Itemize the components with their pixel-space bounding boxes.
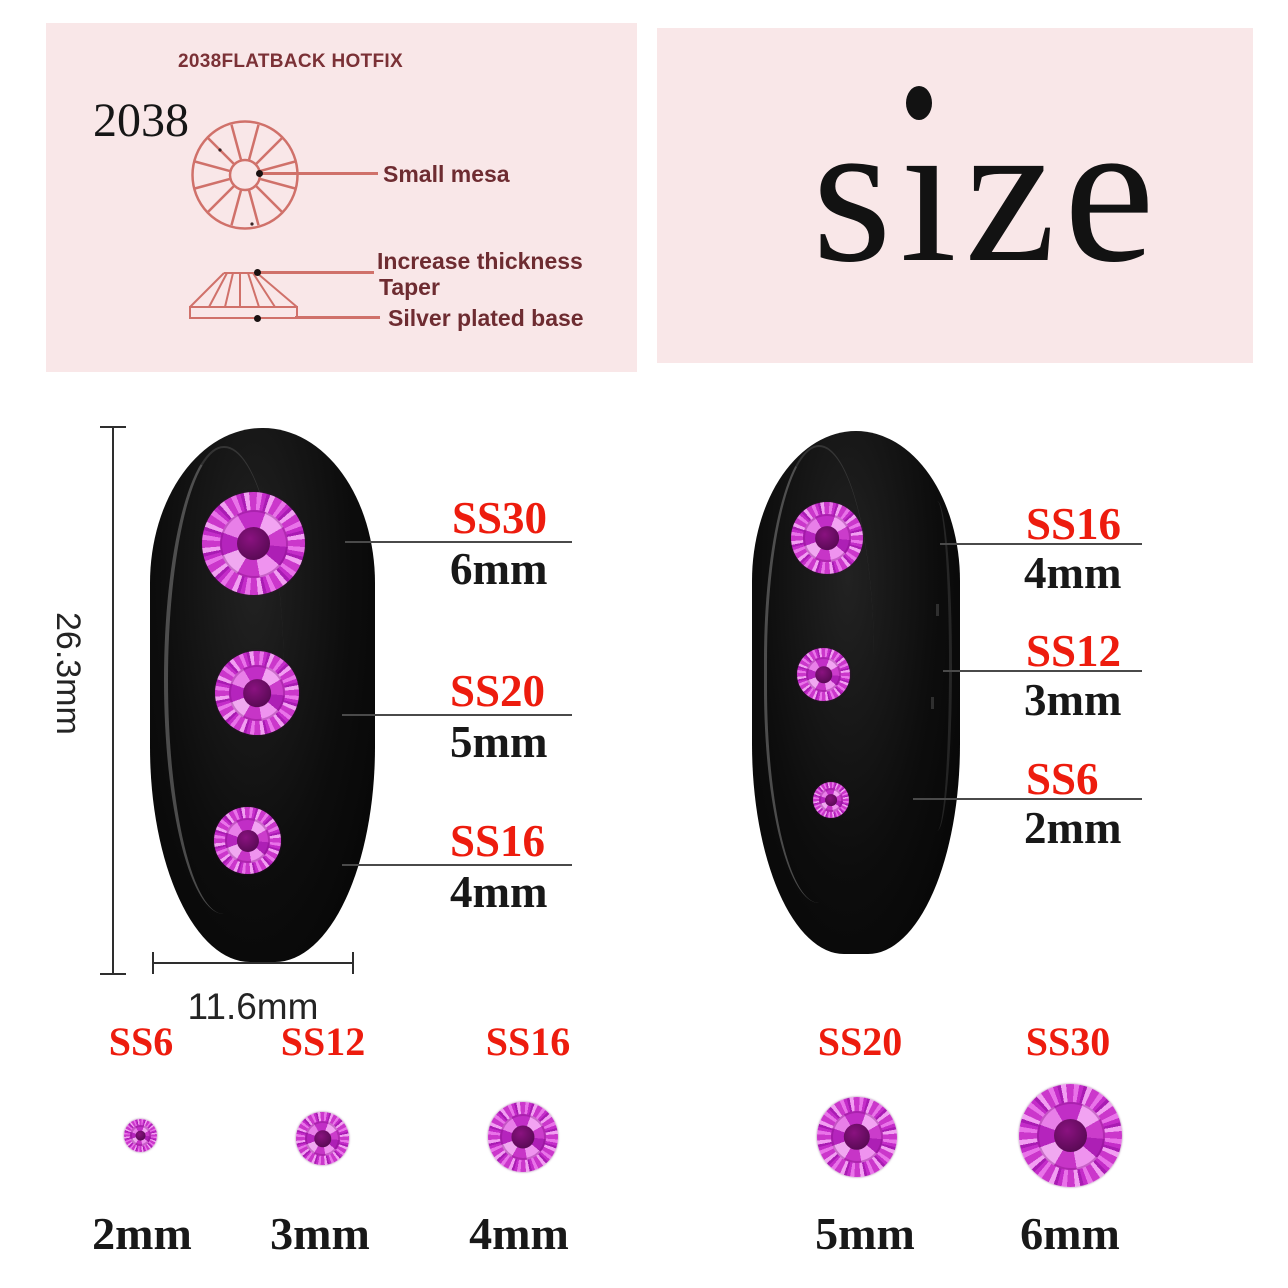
- ss-size-label: SS16: [450, 816, 546, 866]
- annotation-line: [913, 798, 1142, 800]
- stone-side-view-diagram: [185, 265, 385, 330]
- annotation-line: [943, 670, 1142, 672]
- increase-thickness-pointer-dot: [254, 269, 261, 276]
- dimension-tick: [152, 952, 154, 974]
- mm-size-label: 6mm: [1020, 1208, 1120, 1259]
- annotation-line: [342, 864, 572, 866]
- ss-size-label: SS30: [452, 493, 548, 543]
- silver-base-leader-line: [295, 316, 380, 319]
- increase-thickness-leader-line: [259, 271, 374, 274]
- taper-label: Taper: [379, 274, 440, 300]
- annotation-line: [342, 714, 572, 716]
- silver-plated-base-label: Silver plated base: [388, 305, 584, 331]
- ss-size-label: SS12: [1026, 626, 1122, 676]
- rhinestone-ss20: [817, 1097, 897, 1177]
- nail-edge-highlight: [922, 501, 952, 831]
- flatback-diagram-panel: 2038FLATBACK HOTFIX 2038 Small mesa: [46, 23, 637, 372]
- rhinestone-ss20: [215, 651, 299, 735]
- mm-size-label: 5mm: [450, 717, 548, 767]
- dimension-tick: [100, 973, 126, 975]
- small-mesa-pointer-dot: [256, 170, 263, 177]
- ss-size-label: SS20: [817, 1019, 903, 1064]
- ss-size-label: SS12: [280, 1019, 366, 1064]
- nail-length-label: 26.3mm: [49, 612, 87, 735]
- size-title-panel: sıze: [657, 28, 1253, 363]
- rhinestone-ss12: [797, 648, 850, 701]
- mm-size-label: 2mm: [1024, 803, 1122, 853]
- mm-size-label: 4mm: [469, 1208, 569, 1259]
- edge-tick-mark: [931, 697, 934, 709]
- rhinestone-ss6: [813, 782, 849, 818]
- annotation-line: [345, 541, 572, 543]
- dimension-tick: [352, 952, 354, 974]
- width-dimension-line: [153, 962, 353, 964]
- silver-base-pointer-dot: [254, 315, 261, 322]
- annotation-line: [940, 543, 1142, 545]
- rhinestone-ss12: [296, 1112, 349, 1165]
- edge-tick-mark: [936, 604, 939, 616]
- mm-size-label: 6mm: [450, 544, 548, 594]
- small-mesa-label: Small mesa: [383, 161, 510, 187]
- mm-size-label: 5mm: [815, 1208, 915, 1259]
- mm-size-label: 4mm: [450, 867, 548, 917]
- increase-thickness-label: Increase thickness: [377, 248, 583, 274]
- mm-size-label: 3mm: [1024, 675, 1122, 725]
- ss-size-label: SS6: [1026, 754, 1099, 804]
- rhinestone-ss30: [202, 492, 305, 595]
- nail-gloss-highlight: [764, 445, 874, 903]
- height-dimension-line: [112, 427, 114, 975]
- nail-width-label: 11.6mm: [187, 986, 319, 1027]
- dimension-tick: [100, 426, 126, 428]
- model-number: 2038: [93, 94, 189, 147]
- mm-size-label: 3mm: [270, 1208, 370, 1259]
- ss-size-label: SS16: [485, 1019, 571, 1064]
- rhinestone-ss6: [124, 1119, 157, 1152]
- ss-size-label: SS16: [1026, 499, 1122, 549]
- nail-gloss-highlight: [164, 446, 284, 914]
- size-title: sıze: [812, 78, 1163, 305]
- rhinestone-ss30: [1019, 1084, 1122, 1187]
- decorative-dot: [906, 86, 932, 120]
- mm-size-label: 2mm: [92, 1208, 192, 1259]
- rhinestone-ss16: [214, 807, 281, 874]
- nail-tip-right: [752, 431, 960, 954]
- panel-header: 2038FLATBACK HOTFIX: [178, 51, 403, 72]
- ss-size-label: SS30: [1025, 1019, 1111, 1064]
- small-mesa-leader-line: [259, 172, 378, 175]
- mm-size-label: 4mm: [1024, 548, 1122, 598]
- ss-size-label: SS20: [450, 666, 546, 716]
- ss-size-label: SS6: [108, 1019, 174, 1064]
- rhinestone-ss16: [488, 1102, 558, 1172]
- rhinestone-ss16: [791, 502, 863, 574]
- stone-top-view-diagram: [190, 120, 305, 237]
